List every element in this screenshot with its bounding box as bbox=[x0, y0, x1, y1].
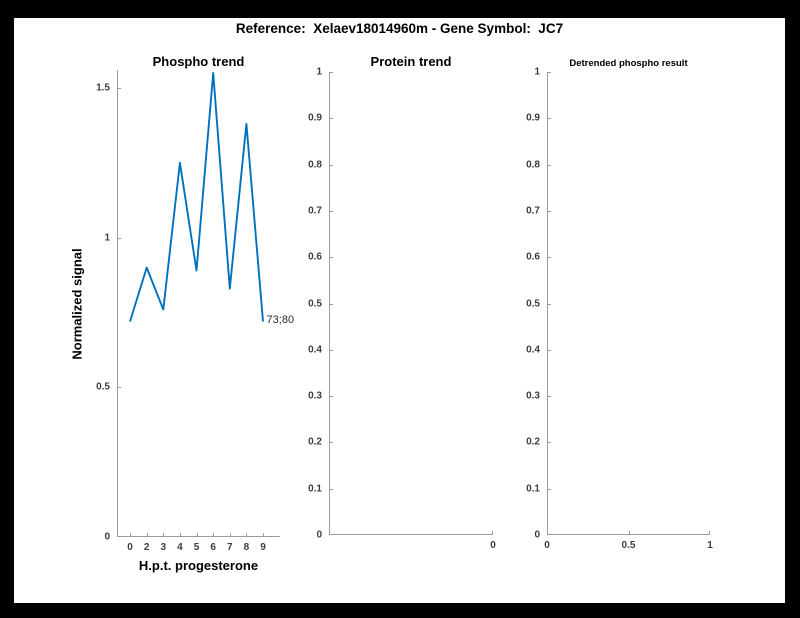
y-tick-label: 0.2 bbox=[526, 436, 540, 448]
y-tick-label: 0 bbox=[316, 529, 322, 541]
phospho-trend-axes: 73;80 0 0.5 1 1.5 0 2 3 4 5 6 7 8 9 bbox=[96, 70, 294, 553]
y-tick-label: 0.4 bbox=[526, 344, 540, 356]
y-tick-label: 0 bbox=[534, 529, 540, 541]
y-tick-label: 0.5 bbox=[308, 298, 322, 309]
y-tick-mark bbox=[329, 257, 333, 259]
y-tick-label: 0.5 bbox=[526, 298, 540, 309]
x-tick-mark bbox=[263, 533, 265, 537]
y-tick-label: 1.5 bbox=[96, 82, 110, 94]
x-tick-mark bbox=[179, 533, 181, 537]
x-tick-label: 2 bbox=[143, 542, 150, 553]
y-tick-mark bbox=[547, 534, 551, 535]
y-tick-mark bbox=[547, 442, 551, 444]
x-tick-mark bbox=[628, 531, 630, 535]
x-tick-label: 1 bbox=[707, 540, 713, 551]
x-axis-label: H.p.t. progesterone bbox=[138, 558, 259, 573]
detrended-phospho-line-chart bbox=[547, 72, 710, 535]
last-point-label: 73;80 bbox=[266, 314, 295, 327]
y-tick-mark bbox=[329, 118, 333, 120]
y-tick-mark bbox=[329, 488, 333, 490]
y-tick-mark bbox=[547, 488, 551, 490]
y-tick-label: 0.5 bbox=[96, 381, 110, 393]
y-tick-label: 0.6 bbox=[308, 251, 322, 263]
protein-trend-title: Protein trend bbox=[370, 54, 452, 69]
y-tick-mark bbox=[329, 72, 333, 73]
y-tick-mark bbox=[547, 118, 551, 120]
x-tick-mark bbox=[492, 531, 493, 535]
y-tick-label: 0.1 bbox=[526, 483, 540, 495]
figure-canvas: Reference: Xelaev18014960m - Gene Symbol… bbox=[14, 18, 785, 603]
y-tick-mark bbox=[329, 164, 333, 166]
x-tick-label: 0 bbox=[490, 540, 496, 551]
y-tick-mark bbox=[547, 72, 551, 73]
y-tick-label: 0.4 bbox=[308, 344, 322, 356]
y-tick-label: 1 bbox=[316, 66, 322, 78]
y-tick-label: 0.9 bbox=[526, 112, 540, 124]
y-tick-mark bbox=[547, 210, 551, 212]
x-tick-label: 0 bbox=[544, 540, 550, 551]
y-tick-mark bbox=[117, 237, 121, 239]
y-tick-mark bbox=[547, 396, 551, 398]
y-tick-mark bbox=[117, 387, 121, 389]
data-line bbox=[129, 72, 264, 322]
y-tick-mark bbox=[329, 349, 333, 351]
y-tick-label: 0.7 bbox=[526, 205, 540, 217]
x-tick-mark bbox=[213, 533, 215, 537]
x-tick-label: 9 bbox=[260, 542, 266, 553]
protein-trend-line-chart bbox=[329, 72, 493, 535]
y-tick-label: 0.8 bbox=[308, 159, 322, 171]
x-tick-mark bbox=[163, 533, 165, 537]
y-tick-label: 1 bbox=[104, 232, 110, 244]
y-tick-mark bbox=[329, 210, 333, 212]
y-tick-label: 0.3 bbox=[308, 390, 322, 402]
x-tick-label: 6 bbox=[210, 542, 216, 553]
y-tick-mark bbox=[547, 303, 551, 305]
x-tick-label: 3 bbox=[160, 542, 167, 553]
y-tick-mark bbox=[329, 442, 333, 444]
x-tick-mark bbox=[196, 533, 198, 537]
x-tick-mark bbox=[229, 533, 231, 537]
y-tick-mark bbox=[547, 164, 551, 166]
y-tick-mark bbox=[547, 257, 551, 259]
x-tick-mark bbox=[547, 531, 548, 535]
x-tick-mark bbox=[246, 533, 248, 537]
y-tick-label: 0.2 bbox=[308, 436, 322, 448]
x-tick-label: 7 bbox=[227, 542, 233, 553]
y-tick-label: 0.8 bbox=[526, 159, 540, 171]
y-tick-label: 0.1 bbox=[308, 483, 322, 495]
x-tick-mark bbox=[130, 533, 132, 537]
y-tick-mark bbox=[117, 536, 121, 537]
detrended-phospho-title: Detrended phospho result bbox=[569, 58, 688, 69]
figure-title: Reference: Xelaev18014960m - Gene Symbol… bbox=[235, 21, 564, 36]
phospho-trend-title: Phospho trend bbox=[152, 54, 245, 69]
y-tick-label: 0.9 bbox=[308, 112, 322, 124]
y-tick-label: 0 bbox=[104, 531, 110, 543]
y-tick-mark bbox=[329, 303, 333, 305]
phospho-trend-line-chart bbox=[129, 72, 264, 322]
x-tick-label: 0.5 bbox=[621, 540, 636, 551]
axes-frame bbox=[117, 70, 280, 537]
x-tick-mark bbox=[146, 533, 148, 537]
y-axis-label: Normalized signal bbox=[69, 248, 85, 360]
y-tick-label: 0.6 bbox=[526, 251, 540, 263]
y-tick-mark bbox=[329, 534, 333, 535]
y-tick-mark bbox=[547, 349, 551, 351]
x-tick-label: 4 bbox=[177, 542, 183, 553]
y-tick-mark bbox=[329, 396, 333, 398]
y-tick-label: 0.3 bbox=[526, 390, 540, 402]
x-tick-label: 8 bbox=[243, 542, 250, 553]
protein-trend-axes: 0 0.1 0.2 0.3 0.4 0.5 0.6 0.7 0.8 0.9 1 0 bbox=[308, 67, 496, 552]
y-tick-label: 1 bbox=[534, 66, 540, 78]
x-tick-mark bbox=[709, 531, 710, 535]
detrended-phospho-axes: 0 0.1 0.2 0.3 0.4 0.5 0.6 0.7 0.8 0.9 1 0 0.5 1 bbox=[526, 67, 713, 552]
x-tick-label: 0 bbox=[127, 542, 133, 553]
y-tick-label: 0.7 bbox=[308, 205, 322, 217]
y-tick-mark bbox=[117, 87, 121, 89]
x-tick-label: 5 bbox=[193, 542, 200, 553]
